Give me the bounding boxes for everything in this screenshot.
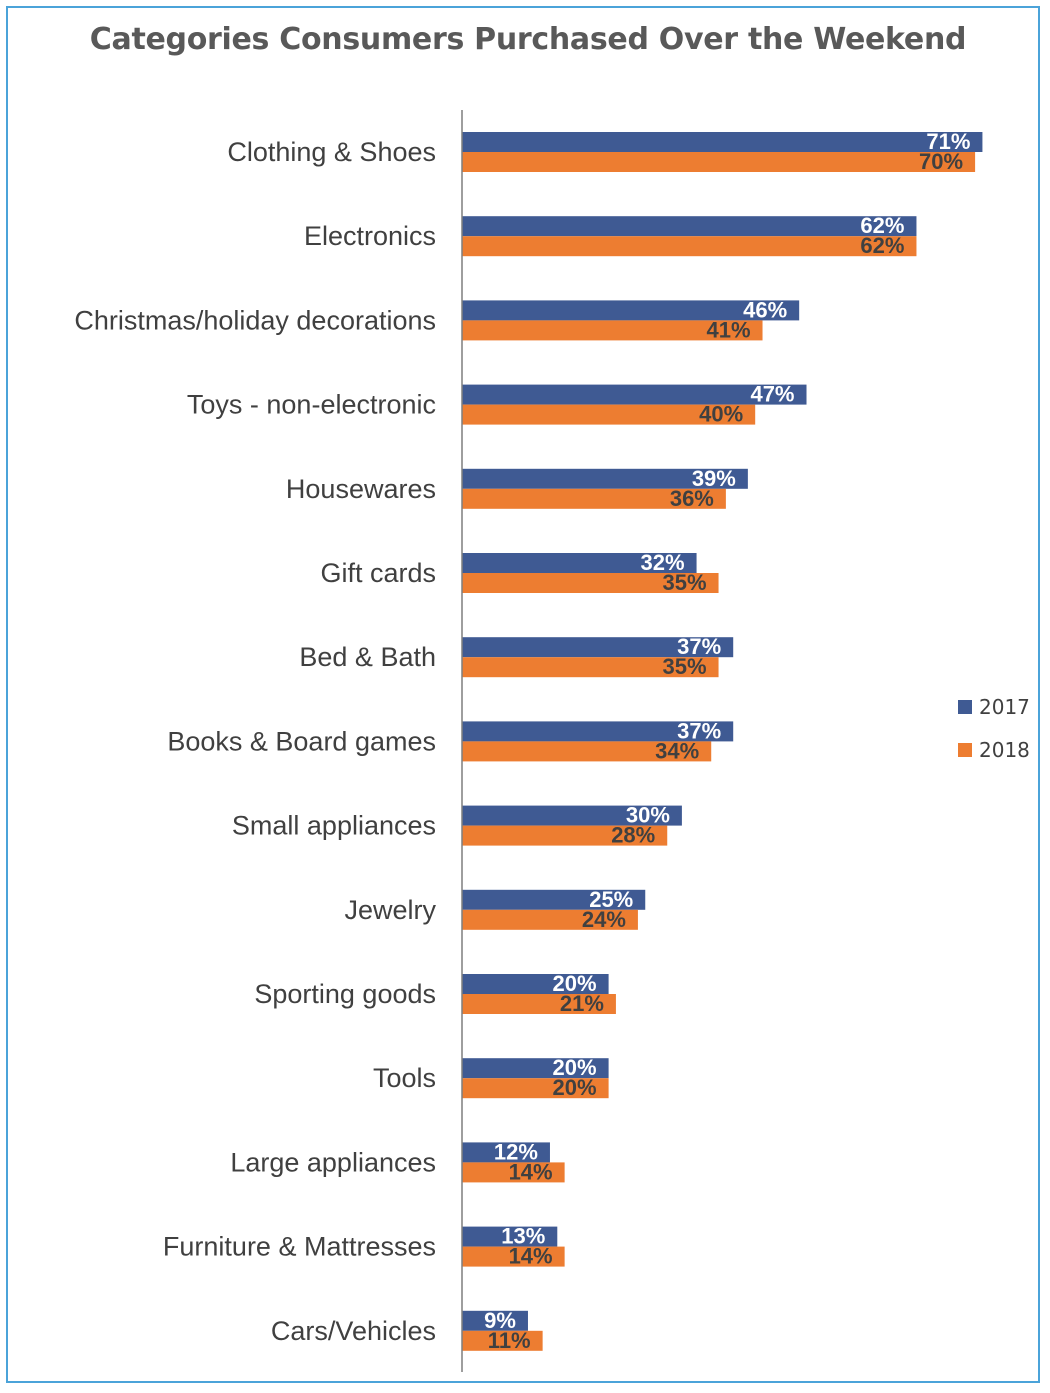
data-label-2018-small-appliances: 28% <box>611 823 655 848</box>
data-label-2017-tools: 20% <box>553 1055 597 1080</box>
data-label-2018-toys-non-electronic: 40% <box>699 402 743 427</box>
category-label-small-appliances: Small appliances <box>232 811 436 841</box>
data-label-2018-furniture-mattresses: 14% <box>509 1244 553 1269</box>
data-label-2017-sporting-goods: 20% <box>553 971 597 996</box>
bar-2017-small-appliances <box>462 805 682 826</box>
bar-2018-sporting-goods <box>462 994 616 1014</box>
chart-title: Categories Consumers Purchased Over the … <box>89 22 967 57</box>
bar-2017-electronics <box>462 216 917 237</box>
bar-2017-bed-bath <box>462 637 734 658</box>
bar-2017-jewelry <box>462 889 646 910</box>
data-label-2017-cars-vehicles: 9% <box>484 1308 516 1333</box>
bar-2017-books-board-games <box>462 721 734 742</box>
bar-2017-clothing-shoes <box>462 132 983 152</box>
bar-2018-cars-vehicles <box>462 1330 543 1351</box>
category-label-sporting-goods: Sporting goods <box>254 979 436 1009</box>
bar-2018-books-board-games <box>462 741 712 762</box>
bar-2017-tools <box>462 1058 609 1079</box>
bar-2017-furniture-mattresses <box>462 1226 558 1247</box>
bar-2017-cars-vehicles <box>462 1310 528 1331</box>
data-label-2018-gift-cards: 35% <box>663 570 707 595</box>
bar-2017-large-appliances <box>462 1142 550 1163</box>
data-label-2018-tools: 20% <box>553 1075 597 1100</box>
data-label-2017-large-appliances: 12% <box>494 1139 538 1164</box>
category-label-furniture-mattresses: Furniture & Mattresses <box>163 1232 436 1262</box>
category-label-clothing-shoes: Clothing & Shoes <box>227 137 436 167</box>
bar-2018-furniture-mattresses <box>462 1246 565 1267</box>
legend-label-2018: 2018 <box>979 738 1030 762</box>
category-label-electronics: Electronics <box>304 221 436 251</box>
data-label-2018-christmas-holiday-decorations: 41% <box>706 317 750 342</box>
data-label-2018-housewares: 36% <box>670 486 714 511</box>
bar-2017-toys-non-electronic <box>462 384 807 405</box>
legend-swatch-2017 <box>958 700 972 714</box>
value-labels: 71%70%62%62%46%41%47%40%39%36%32%35%37%3… <box>484 129 970 1353</box>
bar-2017-gift-cards <box>462 553 697 573</box>
data-label-2018-bed-bath: 35% <box>663 654 707 679</box>
data-label-2017-toys-non-electronic: 47% <box>750 382 794 407</box>
category-label-cars-vehicles: Cars/Vehicles <box>271 1316 436 1346</box>
category-label-large-appliances: Large appliances <box>230 1147 436 1177</box>
data-label-2018-books-board-games: 34% <box>655 738 699 763</box>
data-label-2018-jewelry: 24% <box>582 907 626 932</box>
data-label-2018-electronics: 62% <box>860 233 904 258</box>
bar-2018-large-appliances <box>462 1162 565 1183</box>
data-label-2018-sporting-goods: 21% <box>560 991 604 1016</box>
bar-2018-tools <box>462 1078 609 1099</box>
category-label-christmas-holiday-decorations: Christmas/holiday decorations <box>74 305 436 335</box>
data-label-2017-electronics: 62% <box>860 213 904 238</box>
data-label-2017-furniture-mattresses: 13% <box>501 1224 545 1249</box>
bars-group <box>462 132 983 1351</box>
data-label-2017-jewelry: 25% <box>589 887 633 912</box>
bar-2018-gift-cards <box>462 573 719 593</box>
data-label-2017-housewares: 39% <box>692 466 736 491</box>
bar-2018-electronics <box>462 236 917 257</box>
category-label-gift-cards: Gift cards <box>320 558 436 588</box>
data-label-2017-bed-bath: 37% <box>677 634 721 659</box>
bar-2017-housewares <box>462 468 748 489</box>
legend-swatch-2018 <box>958 743 972 757</box>
data-label-2017-books-board-games: 37% <box>677 718 721 743</box>
legend-label-2017: 2017 <box>979 695 1030 719</box>
category-label-housewares: Housewares <box>286 474 436 504</box>
category-label-books-board-games: Books & Board games <box>167 726 436 756</box>
bar-2017-christmas-holiday-decorations <box>462 300 800 321</box>
category-label-jewelry: Jewelry <box>344 895 436 925</box>
data-label-2018-cars-vehicles: 11% <box>488 1328 531 1353</box>
data-label-2017-small-appliances: 30% <box>626 803 670 828</box>
category-label-toys-non-electronic: Toys - non-electronic <box>187 390 436 420</box>
data-label-2018-large-appliances: 14% <box>509 1159 553 1184</box>
bar-2018-clothing-shoes <box>462 152 976 172</box>
bar-2018-housewares <box>462 488 726 509</box>
bar-2018-christmas-holiday-decorations <box>462 320 763 341</box>
category-labels: Clothing & Shoes Electronics Christmas/hol… <box>74 137 436 1346</box>
data-label-2017-christmas-holiday-decorations: 46% <box>743 297 787 322</box>
bar-2017-sporting-goods <box>462 974 609 994</box>
data-label-2017-gift-cards: 32% <box>641 550 685 575</box>
bar-2018-jewelry <box>462 909 638 930</box>
legend: 2017 2018 <box>958 695 1030 762</box>
bar-2018-bed-bath <box>462 657 719 678</box>
bar-2018-toys-non-electronic <box>462 404 756 425</box>
data-label-2017-clothing-shoes: 71% <box>926 129 970 154</box>
data-label-2018-clothing-shoes: 70% <box>919 149 963 174</box>
category-label-bed-bath: Bed & Bath <box>299 642 436 672</box>
category-label-tools: Tools <box>373 1063 436 1093</box>
bar-2018-small-appliances <box>462 825 668 846</box>
